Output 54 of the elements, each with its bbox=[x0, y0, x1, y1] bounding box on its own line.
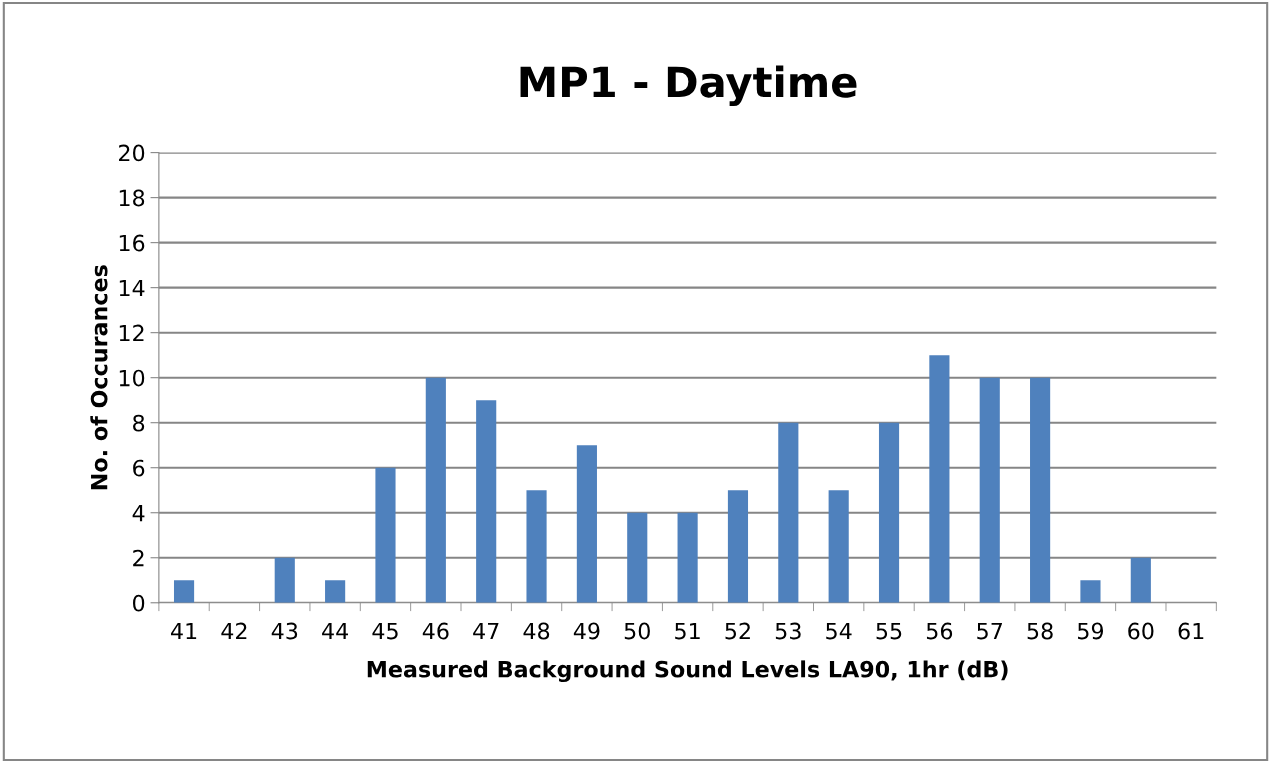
x-tick-label: 61 bbox=[1178, 622, 1204, 640]
x-axis-title: Measured Background Sound Levels LA90, 1hr (dB) bbox=[367, 660, 1008, 683]
bar bbox=[979, 377, 1000, 603]
y-tick-label: 4 bbox=[132, 504, 145, 522]
x-tick-label: 47 bbox=[473, 622, 499, 640]
x-tick-label: 53 bbox=[775, 622, 801, 640]
bar bbox=[828, 490, 849, 603]
bar bbox=[1030, 377, 1051, 603]
x-tick-label: 59 bbox=[1078, 622, 1104, 640]
x-tick-label: 56 bbox=[926, 622, 953, 640]
bar bbox=[778, 422, 799, 603]
y-tick-label: 8 bbox=[133, 414, 145, 432]
bar bbox=[526, 490, 547, 603]
x-tick-label: 60 bbox=[1128, 622, 1154, 640]
y-tick-label: 14 bbox=[119, 279, 145, 297]
bar bbox=[425, 377, 446, 603]
bar bbox=[173, 580, 195, 603]
x-tick-label: 55 bbox=[876, 622, 902, 640]
x-tick-label: 41 bbox=[171, 622, 197, 640]
y-axis-title: No. of Occurances bbox=[90, 265, 108, 490]
y-tick-label: 10 bbox=[119, 369, 145, 387]
x-tick-label: 50 bbox=[624, 622, 650, 640]
x-tick-label: 58 bbox=[1027, 622, 1053, 640]
x-tick-label: 54 bbox=[826, 622, 852, 640]
x-tick-label: 46 bbox=[422, 622, 449, 640]
bar bbox=[1080, 580, 1101, 603]
x-tick-label: 45 bbox=[372, 622, 398, 640]
x-tick-label: 48 bbox=[523, 622, 550, 640]
bar bbox=[627, 512, 648, 603]
x-tick-label: 52 bbox=[725, 622, 750, 640]
y-tick-label: 16 bbox=[119, 234, 145, 252]
y-tick-label: 0 bbox=[133, 594, 145, 612]
bar bbox=[727, 490, 749, 603]
bar bbox=[325, 580, 346, 603]
y-tick-label: 2 bbox=[133, 549, 144, 567]
y-tick-label: 18 bbox=[119, 189, 145, 207]
chart-title: MP1 - Daytime bbox=[520, 65, 857, 107]
x-tick-label: 49 bbox=[573, 622, 600, 640]
x-tick-label: 44 bbox=[322, 622, 349, 640]
x-tick-label: 42 bbox=[221, 622, 247, 640]
x-tick-label: 43 bbox=[271, 622, 298, 640]
bar bbox=[878, 422, 900, 603]
y-tick-label: 12 bbox=[119, 324, 144, 342]
bar bbox=[677, 512, 698, 603]
bar bbox=[375, 467, 396, 603]
bar bbox=[576, 445, 597, 603]
bar bbox=[274, 557, 295, 603]
bar bbox=[1130, 557, 1151, 603]
y-tick-label: 6 bbox=[133, 459, 145, 477]
y-tick-label: 20 bbox=[119, 144, 145, 162]
x-tick-label: 57 bbox=[977, 622, 1002, 640]
x-tick-label: 51 bbox=[675, 622, 700, 640]
bar bbox=[476, 400, 497, 603]
bar bbox=[929, 355, 950, 603]
